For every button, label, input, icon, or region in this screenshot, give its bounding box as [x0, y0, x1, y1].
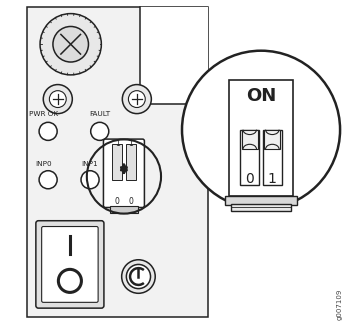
- Circle shape: [126, 264, 151, 289]
- Text: 1: 1: [115, 139, 120, 147]
- Bar: [140, 7, 208, 104]
- Circle shape: [39, 171, 57, 189]
- Bar: [110, 206, 138, 213]
- Bar: [112, 144, 122, 180]
- Bar: [126, 144, 136, 180]
- FancyBboxPatch shape: [229, 80, 293, 196]
- Text: 0: 0: [128, 197, 133, 206]
- Circle shape: [39, 122, 57, 140]
- Text: 0: 0: [245, 172, 254, 186]
- Text: FAULT: FAULT: [89, 111, 110, 118]
- FancyBboxPatch shape: [36, 221, 104, 308]
- Circle shape: [122, 85, 151, 114]
- Text: INP0: INP0: [35, 161, 52, 167]
- Circle shape: [58, 269, 82, 292]
- Bar: [225, 196, 297, 205]
- Circle shape: [53, 27, 88, 62]
- Circle shape: [182, 51, 340, 209]
- Text: PWR OK: PWR OK: [29, 111, 58, 118]
- Circle shape: [122, 260, 155, 293]
- Text: 1: 1: [128, 139, 133, 147]
- Circle shape: [50, 91, 66, 108]
- Text: g007109: g007109: [337, 289, 343, 320]
- Circle shape: [43, 85, 72, 114]
- Text: ON: ON: [246, 87, 276, 105]
- Bar: [232, 204, 291, 211]
- Circle shape: [91, 122, 109, 140]
- Bar: [242, 130, 258, 149]
- Circle shape: [81, 171, 99, 189]
- Text: INP1: INP1: [82, 161, 98, 167]
- Circle shape: [40, 14, 101, 75]
- Text: 1: 1: [268, 172, 277, 186]
- Bar: [27, 7, 208, 317]
- Bar: [264, 130, 280, 149]
- Text: 0: 0: [115, 197, 120, 206]
- Circle shape: [128, 91, 145, 108]
- FancyBboxPatch shape: [41, 226, 98, 302]
- FancyBboxPatch shape: [103, 139, 145, 207]
- Bar: [240, 130, 260, 185]
- Bar: [263, 130, 282, 185]
